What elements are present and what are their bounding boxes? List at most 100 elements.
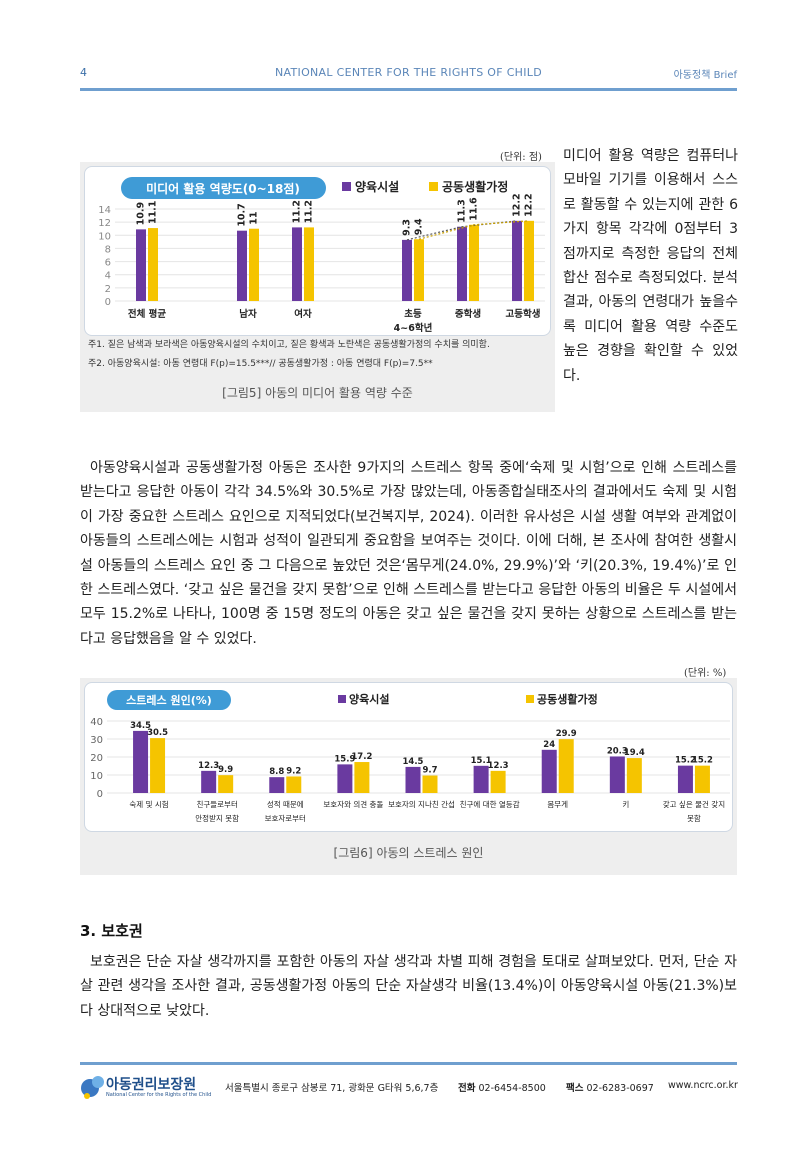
footer-divider <box>80 1062 737 1065</box>
legend-title-pill <box>121 177 326 199</box>
x-tick-label: 숙제 및 시험 <box>129 799 168 809</box>
x-tick-label: 여자 <box>294 308 312 320</box>
data-label: 14.5 <box>403 757 424 767</box>
bar <box>292 227 302 301</box>
y-tick-label: 10 <box>98 231 111 242</box>
data-label: 12.3 <box>198 761 219 771</box>
x-tick-label: 안정받지 못함 <box>195 813 239 823</box>
y-tick-label: 12 <box>98 218 111 229</box>
data-label: 24 <box>543 740 555 750</box>
data-label: 15.1 <box>471 756 492 766</box>
legend-title: 스트레스 원인(%) <box>126 693 212 707</box>
bar <box>626 758 642 793</box>
bar <box>512 220 522 301</box>
figure6-box: 스트레스 원인(%) 양육시설 공동생활가정 0 10 20 30 40 34.5 30.5 숙제 … <box>80 678 737 875</box>
section-title-protection: 3. 보호권 <box>80 922 143 940</box>
side-text: 미디어 활용 역량은 컴퓨터나 모바일 기기를 이용해서 스스로 활동할 수 있… <box>563 148 738 384</box>
bar <box>694 765 710 793</box>
bar <box>609 756 625 793</box>
bar <box>249 228 259 301</box>
bar <box>133 730 149 793</box>
bar <box>473 765 489 793</box>
data-label: 15.9 <box>334 754 355 764</box>
data-label: 29.9 <box>556 729 577 739</box>
legend-label-series-1: 양육시설 <box>349 692 389 706</box>
bar <box>405 766 421 793</box>
bar <box>148 228 158 301</box>
y-tick-label: 20 <box>90 753 103 764</box>
figure6-unit: (단위: %) <box>684 668 727 679</box>
figure6-caption: [그림6] 아동의 스트레스 원인 <box>333 846 484 860</box>
data-label: 9.7 <box>422 766 437 776</box>
ncrc-logo: 아동권리보장원 National Center for the Rights o… <box>80 1072 220 1102</box>
data-label: 9.9 <box>218 765 233 775</box>
figure5-note-2: 주2. 아동양육시설: 아동 연령대 F(p)=15.5***// 공동생활가정… <box>88 359 433 369</box>
bar <box>136 229 146 301</box>
data-label: 12.2 <box>524 193 535 216</box>
x-tick-label: 친구에 대한 열등감 <box>460 799 520 809</box>
x-tick-label: 갖고 싶은 물건 갖지 <box>663 799 725 809</box>
bar <box>677 765 693 793</box>
paragraph-stress: 아동양육시설과 공동생활가정 아동은 조사한 9가지의 스트레스 항목 중에‘숙… <box>80 460 737 647</box>
data-label: 19.4 <box>624 748 645 758</box>
data-label: 11.2 <box>304 200 315 223</box>
footer-website: www.ncrc.or.kr <box>668 1080 738 1091</box>
x-tick-sublabel: 4~6학년 <box>394 322 433 334</box>
y-tick-label: 6 <box>105 258 111 269</box>
bar <box>304 227 314 301</box>
x-tick-label: 몸무게 <box>547 799 568 809</box>
bar <box>218 775 234 793</box>
bar <box>558 739 574 793</box>
bar <box>524 220 534 301</box>
header-divider <box>80 88 737 91</box>
data-label: 11.3 <box>457 199 468 222</box>
logo-text: 아동권리보장원 <box>106 1077 197 1093</box>
x-tick-label: 보호자로부터 <box>265 814 306 823</box>
x-tick-label: 고등학생 <box>506 308 541 320</box>
data-label: 15.2 <box>692 756 713 766</box>
y-tick-label: 40 <box>90 717 103 728</box>
x-tick-label: 중학생 <box>455 308 481 320</box>
figure5-note-1: 주1. 짙은 남색과 보라색은 아동양육시설의 수치이고, 짙은 황색과 노란색… <box>88 340 490 350</box>
x-tick-label: 보호자의 지나친 간섭 <box>388 799 455 809</box>
x-tick-label: 성적 때문에 <box>267 799 304 809</box>
trend-line <box>418 220 530 240</box>
figure5-caption: [그림5] 아동의 미디어 활용 역량 수준 <box>222 386 413 400</box>
data-label: 17.2 <box>351 752 372 762</box>
bar <box>237 230 247 301</box>
bar <box>337 764 353 793</box>
legend-swatch-series-2 <box>429 182 438 191</box>
y-tick-label: 10 <box>90 771 103 782</box>
bar <box>150 738 166 793</box>
data-label: 10.7 <box>237 203 248 226</box>
data-label: 9.3 <box>402 219 413 236</box>
bar <box>422 775 438 793</box>
header-brief-title: 아동정책 Brief <box>673 70 737 81</box>
footer-address: 서울특별시 종로구 삼봉로 71, 광화문 G타워 5,6,7층 <box>225 1083 439 1094</box>
legend-swatch-series-1 <box>342 182 351 191</box>
data-label: 9.4 <box>414 218 425 235</box>
y-tick-label: 2 <box>105 284 111 295</box>
data-label: 12.3 <box>488 761 509 771</box>
y-tick-label: 8 <box>105 244 111 255</box>
stress-cause-chart: 스트레스 원인(%) 양육시설 공동생활가정 0 10 20 30 40 34.530.5 숙제 … <box>90 690 730 823</box>
x-tick-label: 남자 <box>239 308 257 320</box>
figure5-chart: 미디어 활용 역량도(0~18점) 양육시설 공동생활가정 0 2 4 6 8 10 12 14 10… <box>84 166 551 336</box>
bar <box>201 770 217 793</box>
data-label: 20.3 <box>607 746 628 756</box>
media-competency-chart: 미디어 활용 역량도(0~18점) 양육시설 공동생활가정 0 2 4 6 8 10 12 14 10… <box>98 177 545 334</box>
bar <box>354 762 370 793</box>
data-label: 34.5 <box>130 721 151 731</box>
header-title: NATIONAL CENTER FOR THE RIGHTS OF CHILD <box>275 66 542 79</box>
footer-fax: 팩스 02-6283-0697 <box>566 1080 654 1094</box>
data-label: 30.5 <box>147 728 168 738</box>
x-tick-label: 친구들로부터 <box>196 799 237 809</box>
x-tick-label: 전체 평균 <box>128 308 167 320</box>
legend-label-series-2: 공동생활가정 <box>537 692 598 706</box>
footer-phone-label: 전화 <box>458 1083 476 1094</box>
figure5-unit: (단위: 점) <box>500 152 542 163</box>
bar <box>286 776 302 793</box>
figure5-box: 미디어 활용 역량도(0~18점) 양육시설 공동생활가정 0 2 4 6 8 10 12 14 10… <box>80 162 555 412</box>
footer-phone: 전화 02-6454-8500 <box>458 1080 546 1094</box>
y-tick-label: 14 <box>98 205 111 216</box>
